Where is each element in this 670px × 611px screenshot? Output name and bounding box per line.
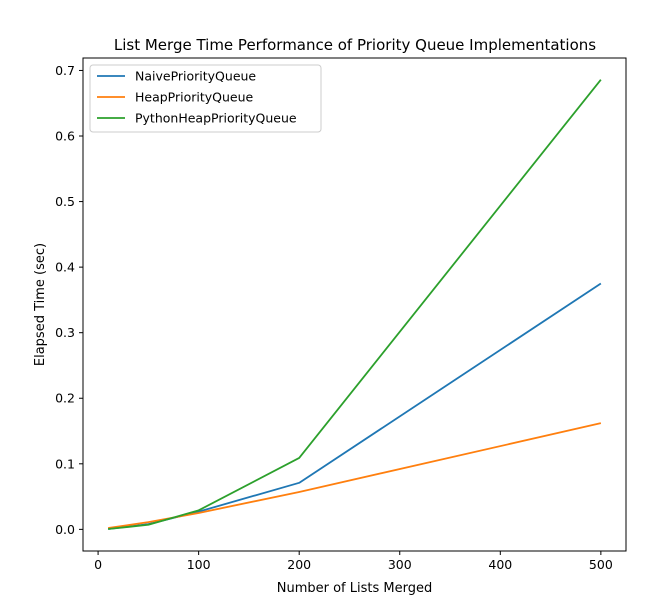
plot-frame [82, 57, 627, 552]
series-layer [108, 79, 602, 530]
y-tick-label: 0.5 [55, 194, 75, 209]
series-line-1 [108, 422, 602, 529]
legend-label-2: PythonHeapPriorityQueue [135, 111, 297, 126]
x-tick-label: 100 [187, 557, 211, 572]
y-tick-label: 0.3 [55, 325, 75, 340]
plot-area [83, 58, 626, 551]
x-axis-label: Number of Lists Merged [277, 581, 432, 596]
y-tick-label: 0.6 [55, 129, 75, 144]
y-tick-label: 0.7 [55, 63, 75, 78]
x-tick-label: 400 [488, 557, 512, 572]
y-tick-label: 0.1 [55, 456, 75, 471]
x-tick-label: 0 [94, 557, 102, 572]
legend-label-1: HeapPriorityQueue [135, 90, 254, 105]
y-tick-label: 0.2 [55, 391, 75, 406]
x-tick-label: 300 [388, 557, 412, 572]
y-tick-label: 0.0 [55, 522, 75, 537]
series-line-2 [108, 79, 602, 530]
y-axis-label: Elapsed Time (sec) [33, 243, 48, 366]
chart-title: List Merge Time Performance of Priority … [114, 36, 596, 54]
x-tick-label: 200 [287, 557, 311, 572]
legend-box [89, 64, 322, 133]
x-tick-label: 500 [589, 557, 613, 572]
y-axis-ticks: 0.0 0.1 0.2 0.3 0.4 0.5 0.6 0.7 [55, 63, 83, 537]
legend-label-0: NaivePriorityQueue [135, 69, 256, 84]
x-axis-ticks: 0 100 200 300 400 500 [94, 551, 613, 572]
legend: NaivePriorityQueue HeapPriorityQueue Pytho… [89, 64, 322, 133]
y-tick-label: 0.4 [55, 260, 75, 275]
